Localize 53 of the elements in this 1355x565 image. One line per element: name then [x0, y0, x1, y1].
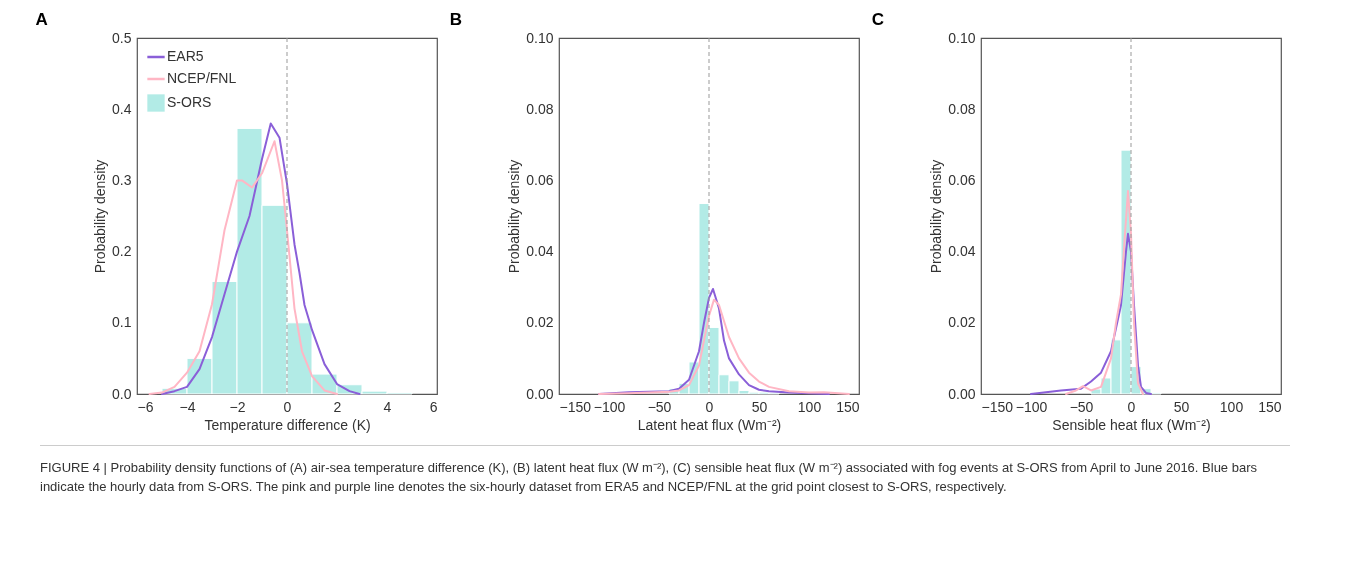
y-tick-label: 0.4	[112, 100, 132, 117]
x-tick-label: 6	[429, 398, 438, 415]
x-tick-label: 150	[836, 398, 860, 415]
y-axis-title: Probability density	[92, 159, 109, 274]
y-axis-title: Probability density	[506, 159, 523, 274]
y-tick-label: 0.02	[526, 314, 554, 331]
y-tick-label: 0.04	[526, 243, 554, 260]
y-tick-label: 0.0	[112, 385, 132, 402]
x-tick-label: 4	[383, 398, 392, 415]
x-axis-title: Temperature difference (K)	[204, 416, 371, 433]
x-tick-label: −150	[559, 398, 592, 415]
y-tick-label: 0.10	[948, 29, 976, 46]
x-tick-label: 0	[1127, 398, 1136, 415]
x-tick-label: 0	[283, 398, 292, 415]
y-tick-label: 0.00	[948, 385, 976, 402]
x-tick-label: 150	[1258, 398, 1282, 415]
line-series	[598, 298, 850, 395]
y-tick-label: 0.08	[526, 100, 554, 117]
x-tick-label: 0	[705, 398, 714, 415]
caption: FIGURE 4 | Probability density functions of (A) air-sea temperature difference (K), (B) latent heat flux (W m⁻²), (C) sensible heat flux (W m⁻²) associated with fog events at S-ORS from April to June 2016. Blue bars indicate the hourly data from S-ORS. The pink and purple line denotes the six-hourly dataset from ERA5 and NCEP/FNL at the grid point closest to S-ORS, respectively.	[40, 459, 1258, 496]
y-tick-label: 0.06	[526, 171, 554, 188]
x-axis-title: Sensible heat flux (Wm⁻²)	[1052, 416, 1211, 433]
legend-label: NCEP/FNL	[167, 70, 237, 86]
chart-title: B	[449, 10, 463, 29]
x-tick-label: −50	[647, 398, 672, 415]
x-tick-label: −4	[179, 398, 196, 415]
x-tick-label: −100	[593, 398, 626, 415]
y-tick-label: 0.04	[948, 243, 976, 260]
x-tick-label: −6	[137, 398, 154, 415]
y-axis-title: Probability density	[928, 159, 945, 274]
x-tick-label: 2	[333, 398, 342, 415]
x-tick-label: 100	[797, 398, 822, 415]
y-tick-label: 0.02	[948, 314, 976, 331]
chart-title: C	[871, 10, 885, 29]
y-tick-label: 0.1	[112, 314, 132, 331]
x-tick-label: −50	[1069, 398, 1094, 415]
x-tick-label: 100	[1219, 398, 1244, 415]
x-tick-label: −100	[1015, 398, 1048, 415]
x-tick-label: 50	[751, 398, 768, 415]
y-tick-label: 0.00	[526, 385, 554, 402]
y-tick-label: 0.08	[948, 100, 976, 117]
legend-label: S-ORS	[167, 94, 212, 110]
y-tick-label: 0.10	[526, 29, 554, 46]
x-tick-label: 50	[1173, 398, 1190, 415]
x-tick-label: −2	[229, 398, 246, 415]
y-tick-label: 0.06	[948, 171, 976, 188]
y-tick-label: 0.2	[112, 243, 132, 260]
y-tick-label: 0.3	[112, 171, 132, 188]
y-tick-label: 0.5	[112, 29, 132, 46]
x-tick-label: −150	[981, 398, 1014, 415]
x-axis-title: Latent heat flux (Wm⁻²)	[637, 416, 782, 433]
legend-label: EAR5	[167, 48, 204, 64]
chart-title: A	[35, 10, 48, 29]
